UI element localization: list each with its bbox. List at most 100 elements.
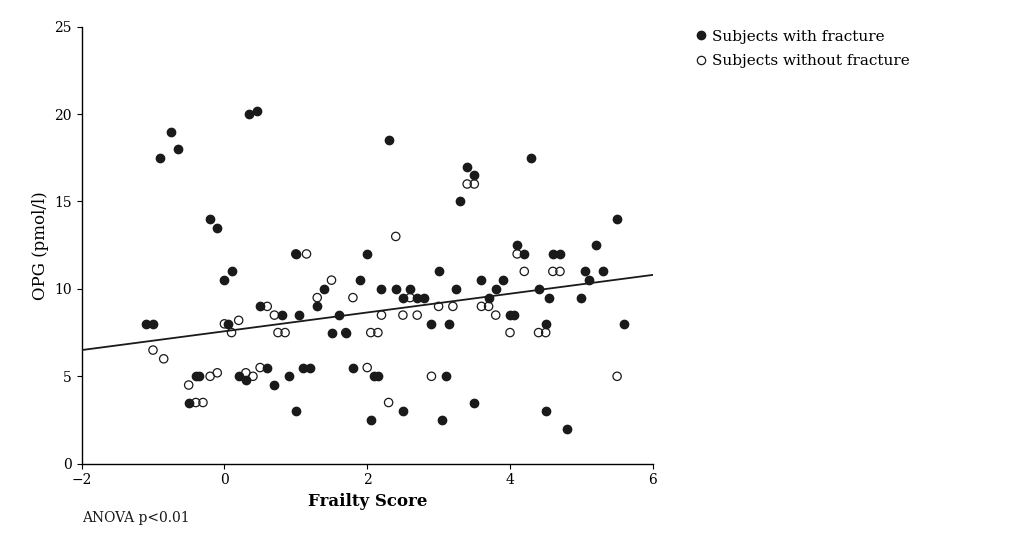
Point: [409, 311, 425, 319]
Point: [380, 136, 396, 144]
Point: [287, 249, 304, 258]
Point: [230, 372, 247, 381]
Point: [280, 372, 297, 381]
Point: [541, 293, 557, 302]
Point: [316, 285, 332, 293]
Point: [155, 354, 171, 363]
Point: [309, 293, 325, 302]
Point: [537, 328, 553, 337]
Point: [416, 293, 432, 302]
Point: [223, 267, 239, 276]
X-axis label: Frailty Score: Frailty Score: [307, 493, 427, 510]
Point: [401, 293, 418, 302]
Point: [544, 249, 560, 258]
Point: [544, 267, 560, 276]
Point: [291, 311, 308, 319]
Point: [195, 398, 211, 407]
Point: [337, 328, 354, 337]
Point: [266, 381, 282, 389]
Point: [551, 267, 568, 276]
Point: [277, 328, 293, 337]
Point: [459, 180, 475, 188]
Point: [242, 110, 258, 118]
Point: [430, 267, 446, 276]
Point: [444, 302, 461, 311]
Point: [587, 241, 603, 249]
Point: [373, 311, 389, 319]
Point: [323, 328, 339, 337]
Y-axis label: OPG (pmol/l): OPG (pmol/l): [32, 191, 49, 300]
Point: [252, 364, 268, 372]
Point: [523, 154, 539, 162]
Point: [294, 364, 311, 372]
Point: [487, 311, 503, 319]
Point: [401, 285, 418, 293]
Point: [387, 232, 404, 241]
Point: [508, 249, 525, 258]
Point: [202, 372, 218, 381]
Point: [580, 276, 596, 285]
Point: [530, 285, 546, 293]
Point: [615, 320, 632, 328]
Point: [352, 276, 368, 285]
Point: [302, 364, 318, 372]
Point: [323, 276, 339, 285]
Point: [423, 320, 439, 328]
Legend: Subjects with fracture, Subjects without fracture: Subjects with fracture, Subjects without…: [690, 23, 915, 75]
Point: [259, 364, 275, 372]
Point: [359, 249, 375, 258]
Point: [366, 372, 382, 381]
Point: [551, 249, 568, 258]
Point: [387, 285, 404, 293]
Point: [287, 249, 304, 258]
Point: [269, 328, 285, 337]
Point: [145, 320, 161, 328]
Point: [516, 267, 532, 276]
Point: [373, 285, 389, 293]
Point: [180, 398, 197, 407]
Point: [216, 276, 232, 285]
Text: ANOVA p<0.01: ANOVA p<0.01: [82, 511, 190, 526]
Point: [209, 368, 225, 377]
Point: [187, 398, 204, 407]
Point: [330, 311, 346, 319]
Point: [273, 311, 289, 319]
Point: [220, 320, 236, 328]
Point: [370, 372, 386, 381]
Point: [370, 328, 386, 337]
Point: [537, 320, 553, 328]
Point: [441, 320, 458, 328]
Point: [299, 249, 315, 258]
Point: [259, 302, 275, 311]
Point: [466, 171, 482, 180]
Point: [487, 285, 503, 293]
Point: [501, 311, 518, 319]
Point: [423, 372, 439, 381]
Point: [237, 368, 254, 377]
Point: [608, 372, 625, 381]
Point: [237, 376, 254, 384]
Point: [505, 311, 522, 319]
Point: [192, 372, 208, 381]
Point: [473, 302, 489, 311]
Point: [501, 328, 518, 337]
Point: [537, 407, 553, 416]
Point: [430, 302, 446, 311]
Point: [473, 276, 489, 285]
Point: [363, 416, 379, 424]
Point: [573, 293, 589, 302]
Point: [508, 241, 525, 249]
Point: [466, 398, 482, 407]
Point: [394, 407, 411, 416]
Point: [494, 276, 511, 285]
Point: [169, 145, 186, 154]
Point: [363, 328, 379, 337]
Point: [466, 180, 482, 188]
Point: [480, 293, 496, 302]
Point: [138, 320, 154, 328]
Point: [558, 424, 575, 433]
Point: [223, 328, 239, 337]
Point: [451, 197, 468, 206]
Point: [394, 293, 411, 302]
Point: [434, 416, 450, 424]
